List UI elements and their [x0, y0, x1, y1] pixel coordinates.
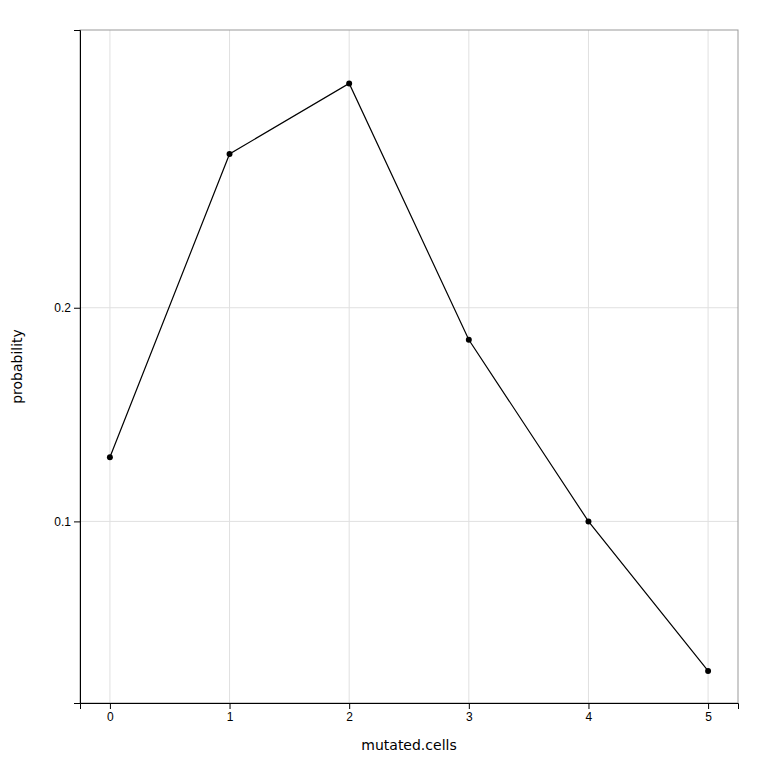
- x-grid-line: [109, 30, 110, 703]
- x-tick-mark: [230, 703, 231, 709]
- data-point: [227, 151, 233, 157]
- x-tick-label: 2: [346, 710, 353, 724]
- x-tick-label: 3: [466, 710, 473, 724]
- plot: 0 1 2 3 4 5 0.1 0.2: [54, 30, 738, 724]
- x-grid-line: [468, 30, 469, 703]
- y-tick: 0.2: [54, 301, 80, 315]
- x-axis-line: [81, 704, 739, 710]
- y-axis-line: [74, 31, 81, 704]
- x-tick: 2: [346, 703, 353, 724]
- y-grid-line: [80, 521, 738, 522]
- grid: [80, 30, 738, 703]
- x-grid-line: [708, 30, 709, 703]
- x-axis: 0 1 2 3 4 5: [81, 703, 739, 724]
- x-grid-line: [588, 30, 589, 703]
- chart: 0 1 2 3 4 5 0.1 0.2 mutated.cells probability: [0, 0, 768, 768]
- x-tick: 3: [466, 703, 473, 724]
- x-tick-label: 0: [107, 710, 114, 724]
- marks: [107, 80, 711, 674]
- data-line: [110, 83, 708, 671]
- x-tick: 4: [586, 703, 593, 724]
- x-tick-mark: [588, 703, 589, 709]
- x-tick-mark: [349, 703, 350, 709]
- data-point: [585, 518, 591, 524]
- y-tick: 0.1: [54, 515, 80, 529]
- x-tick-mark: [469, 703, 470, 709]
- plot-frame: [80, 30, 738, 703]
- y-tick-label: 0.2: [54, 301, 71, 315]
- x-tick: 1: [227, 703, 234, 724]
- x-tick-label: 4: [586, 710, 593, 724]
- y-axis-title: probability: [9, 329, 25, 404]
- x-grid-line: [349, 30, 350, 703]
- y-grid-line: [80, 307, 738, 308]
- x-grid-line: [229, 30, 230, 703]
- data-point: [705, 668, 711, 674]
- x-tick: 5: [705, 703, 712, 724]
- data-point: [466, 337, 472, 343]
- x-tick-label: 5: [705, 710, 712, 724]
- x-tick-mark: [708, 703, 709, 709]
- data-point: [107, 454, 113, 460]
- x-axis-title: mutated.cells: [361, 737, 456, 753]
- y-tick-mark: [74, 308, 80, 309]
- y-axis: 0.1 0.2: [54, 31, 80, 704]
- y-tick-mark: [74, 521, 80, 522]
- data-point: [346, 80, 352, 86]
- x-tick-mark: [110, 703, 111, 709]
- y-tick-label: 0.1: [54, 515, 71, 529]
- x-tick-label: 1: [227, 710, 234, 724]
- x-tick: 0: [107, 703, 114, 724]
